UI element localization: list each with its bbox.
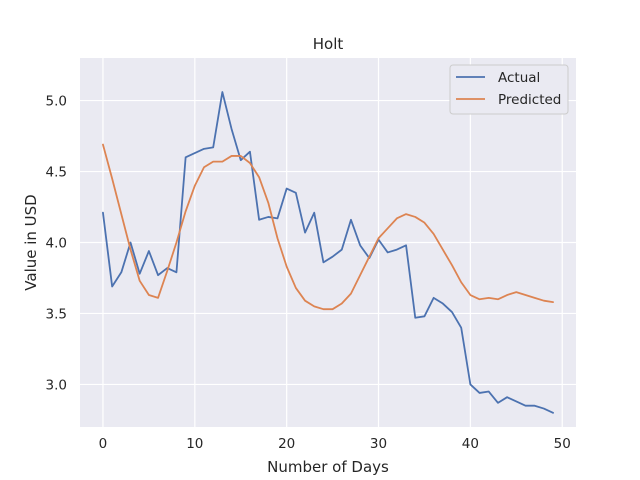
series-line-actual [102, 91, 554, 414]
series-line-predicted [102, 143, 554, 311]
x-tick-label: 10 [186, 436, 203, 452]
y-axis-label: Value in USD [22, 194, 40, 290]
y-tick-label: 3.0 [46, 377, 67, 393]
x-axis-label: Number of Days [267, 458, 389, 476]
x-tick-label: 0 [99, 436, 108, 452]
y-tick-label: 3.5 [46, 306, 67, 322]
y-tick-label: 5.0 [46, 94, 67, 110]
y-tick-labels: 3.0 3.5 4.0 4.5 5.0 [46, 94, 67, 394]
x-tick-label: 20 [278, 436, 295, 452]
legend: Actual Predicted [449, 64, 569, 115]
legend-label-actual: Actual [498, 70, 540, 86]
y-tick-label: 4.5 [46, 165, 67, 181]
y-tick-label: 4.0 [46, 236, 67, 252]
legend-label-predicted: Predicted [498, 92, 561, 108]
x-tick-label: 30 [370, 436, 387, 452]
series-layer [102, 91, 554, 414]
x-tick-label: 50 [554, 436, 571, 452]
x-tick-labels: 0 10 20 30 40 50 [99, 436, 571, 452]
chart-title: Holt [313, 35, 344, 53]
x-tick-label: 40 [462, 436, 479, 452]
